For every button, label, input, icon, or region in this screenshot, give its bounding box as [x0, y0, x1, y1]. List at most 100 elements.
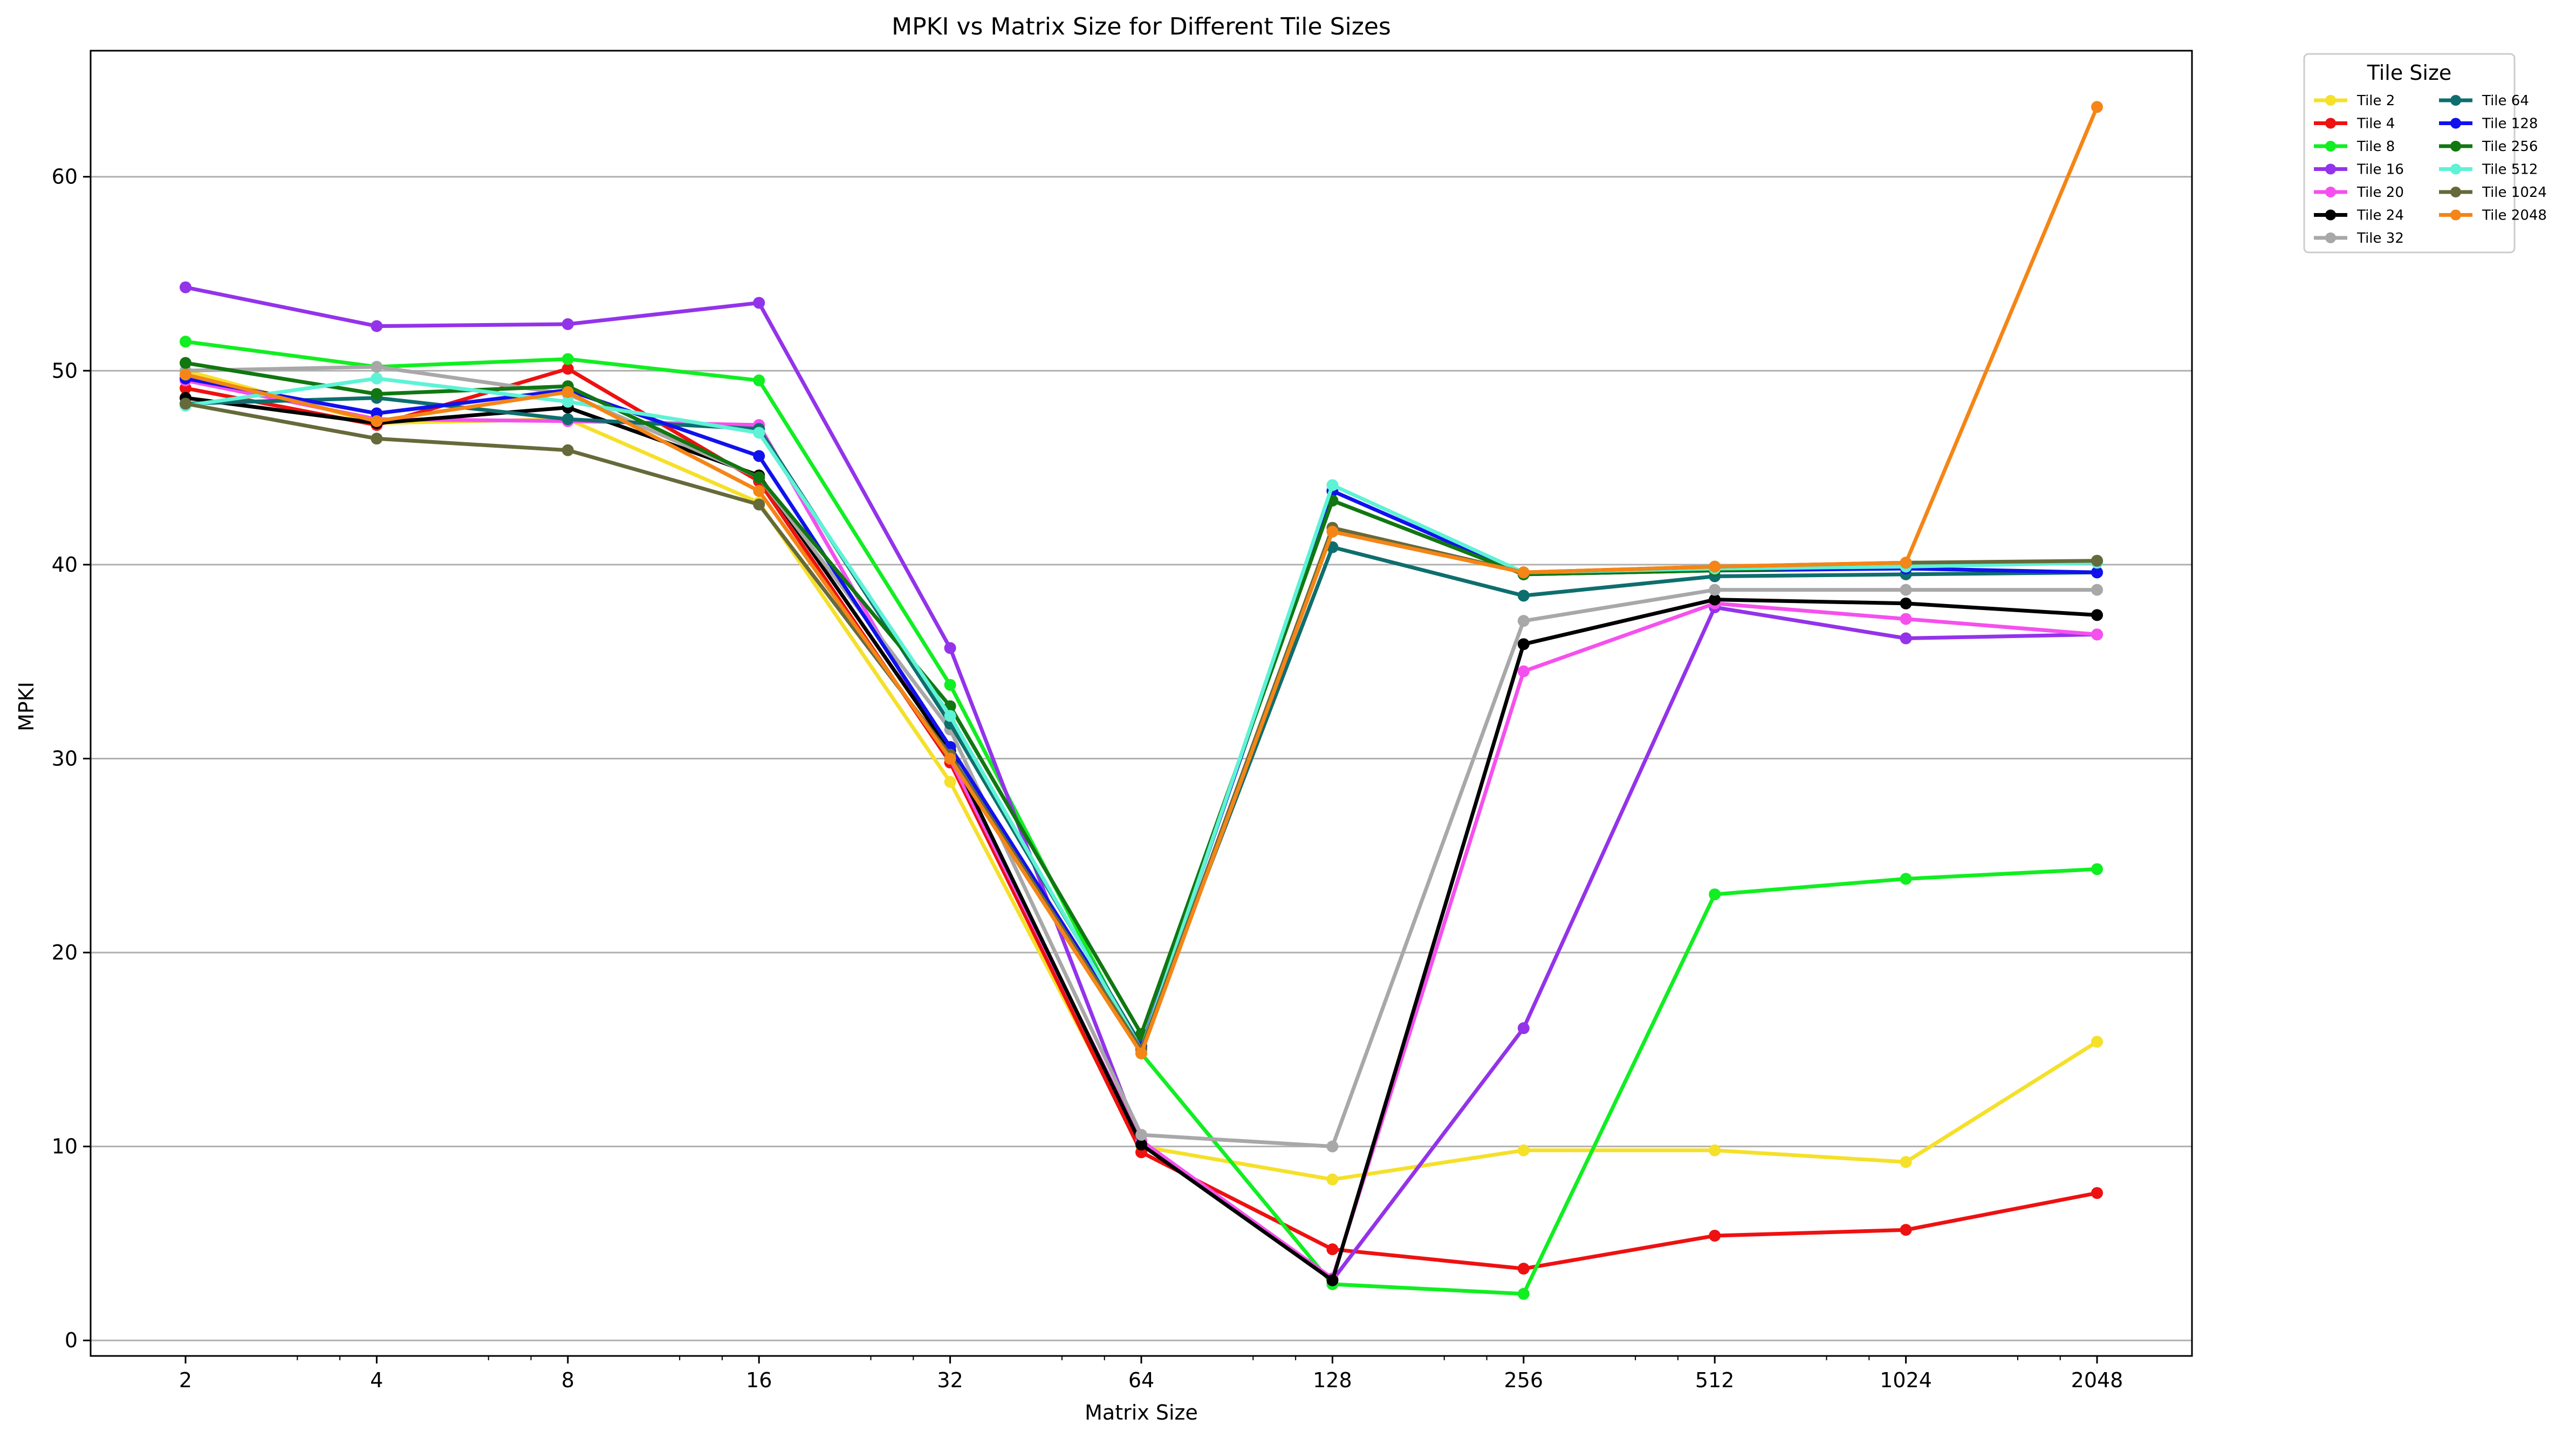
data-point — [1709, 1144, 1721, 1156]
legend-label: Tile 32 — [2356, 230, 2404, 246]
legend-marker — [2325, 209, 2336, 221]
legend-entry: Tile 20 — [2314, 184, 2404, 201]
legend-label: Tile 20 — [2356, 184, 2404, 201]
x-tick-label: 512 — [1695, 1368, 1735, 1392]
x-tick-label: 256 — [1504, 1368, 1544, 1392]
data-point — [180, 281, 191, 293]
series-tile-2048 — [180, 101, 2103, 1060]
x-tick-label: 1024 — [1880, 1368, 1932, 1392]
data-point — [371, 388, 383, 400]
gridlines — [91, 176, 2192, 1341]
data-point — [561, 386, 574, 398]
y-tick-label: 0 — [65, 1328, 78, 1352]
legend-entry: Tile 16 — [2314, 162, 2404, 178]
data-point — [2091, 609, 2103, 621]
y-tick-label: 40 — [52, 553, 78, 577]
data-point — [1709, 1230, 1721, 1242]
data-point — [371, 433, 383, 445]
x-tick-label: 16 — [746, 1368, 772, 1392]
data-point — [944, 710, 956, 722]
legend-entry: Tile 2 — [2314, 93, 2395, 109]
legend-entry: Tile 512 — [2439, 162, 2538, 178]
data-point — [1709, 593, 1721, 606]
series-tile-2 — [180, 365, 2103, 1186]
data-point — [1900, 557, 1912, 569]
legend-marker — [2450, 118, 2461, 129]
data-point — [1900, 1156, 1912, 1168]
data-point — [561, 444, 574, 456]
data-point — [561, 353, 574, 365]
data-point — [371, 320, 383, 332]
legend-label: Tile 8 — [2356, 139, 2395, 155]
data-point — [1135, 1047, 1147, 1060]
data-point — [180, 368, 191, 381]
data-point — [1517, 1287, 1530, 1300]
legend-marker — [2325, 118, 2336, 129]
legend-label: Tile 512 — [2482, 162, 2538, 178]
data-point — [2091, 863, 2103, 875]
legend-entry: Tile 256 — [2439, 139, 2538, 155]
data-point — [1900, 632, 1912, 645]
legend-marker — [2325, 141, 2336, 152]
x-tick-label: 2048 — [2071, 1368, 2123, 1392]
series-tile-128 — [180, 372, 2103, 1054]
data-point — [1517, 1022, 1530, 1034]
data-point — [1900, 1224, 1912, 1236]
x-tick-label: 4 — [370, 1368, 383, 1392]
data-point — [2091, 101, 2103, 113]
y-tick-label: 30 — [52, 746, 78, 770]
legend-label: Tile 64 — [2482, 93, 2529, 109]
data-point — [561, 362, 574, 375]
data-point — [944, 642, 956, 654]
data-point — [561, 318, 574, 331]
legend-entry: Tile 8 — [2314, 139, 2395, 155]
series-tile-1024 — [180, 398, 2103, 1056]
data-point — [1517, 665, 1530, 677]
legend-marker — [2325, 163, 2336, 175]
data-point — [1517, 590, 1530, 602]
data-point — [753, 485, 765, 497]
series-line — [185, 376, 2098, 1050]
data-point — [753, 450, 765, 462]
data-point — [1326, 1173, 1339, 1186]
data-point — [371, 372, 383, 385]
data-point — [753, 427, 765, 439]
x-tick-label: 128 — [1313, 1368, 1352, 1392]
legend-entry: Tile 128 — [2439, 116, 2538, 132]
y-tick-label: 20 — [52, 941, 78, 964]
legend-label: Tile 1024 — [2482, 184, 2547, 201]
data-point — [1326, 525, 1339, 538]
legend-marker — [2325, 95, 2336, 106]
x-tick-label: 32 — [937, 1368, 963, 1392]
data-point — [2091, 554, 2103, 567]
data-point — [2091, 566, 2103, 579]
data-point — [561, 413, 574, 426]
data-point — [753, 297, 765, 309]
data-point — [1135, 1129, 1147, 1141]
data-point — [2091, 584, 2103, 596]
data-point — [371, 415, 383, 427]
legend-entry: Tile 24 — [2314, 208, 2404, 224]
legend: Tile Size Tile 2 Tile 4 Tile 8 Tile 16 Tile … — [2303, 53, 2547, 253]
data-point — [1326, 1274, 1339, 1286]
x-tick-label: 64 — [1128, 1368, 1154, 1392]
data-point — [1326, 1140, 1339, 1153]
series-tile-256 — [180, 357, 2103, 1040]
series-line — [185, 396, 2098, 1048]
y-tick-label: 10 — [52, 1135, 78, 1159]
legend-label: Tile 16 — [2356, 162, 2404, 178]
series-line — [185, 376, 2098, 1052]
legend-frame — [2303, 53, 2516, 253]
data-point — [1517, 638, 1530, 650]
y-axis-label: MPKI — [15, 682, 38, 731]
legend-entry: Tile 4 — [2314, 116, 2395, 132]
data-point — [1900, 597, 1912, 609]
y-tick-label: 50 — [52, 359, 78, 382]
data-point — [1709, 560, 1721, 573]
data-point — [561, 395, 574, 408]
data-point — [753, 374, 765, 387]
data-point — [371, 361, 383, 373]
legend-marker — [2450, 95, 2461, 106]
data-point — [1517, 566, 1530, 579]
